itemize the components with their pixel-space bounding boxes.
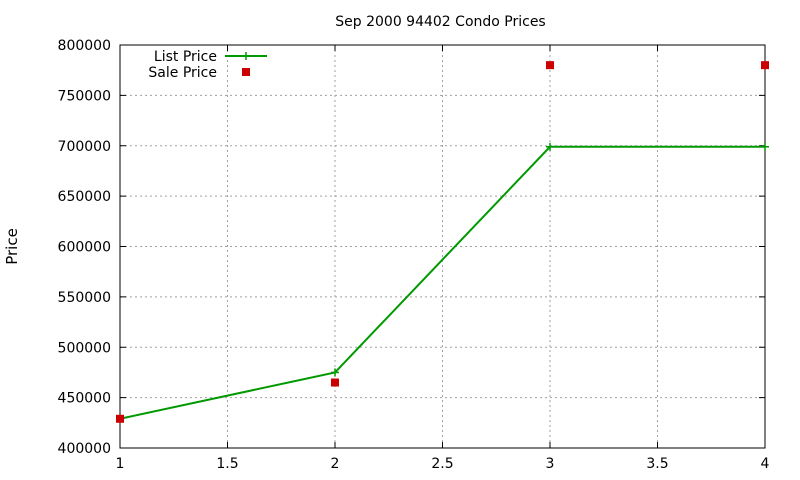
y-tick-label: 750000	[58, 88, 111, 104]
list-price-point	[761, 142, 769, 151]
y-tick-label: 650000	[58, 189, 111, 205]
list-price-point	[242, 52, 250, 60]
list-price-point	[546, 142, 554, 151]
grid	[120, 45, 765, 448]
list-price-point	[331, 368, 339, 377]
sale-price-point	[331, 378, 339, 387]
sale-price-point	[546, 61, 554, 70]
x-tick-label: 1.5	[216, 456, 238, 472]
y-tick-label: 500000	[58, 340, 111, 356]
axes: 400000 450000 500000 550000 600000 650000 7000…	[58, 38, 770, 472]
list-price-line	[119, 145, 765, 420]
y-tick-label: 600000	[58, 240, 111, 256]
x-tick-label: 2.5	[431, 456, 453, 472]
y-axis-label: Price	[3, 228, 21, 265]
y-tick-label: 800000	[58, 38, 111, 54]
x-tick-label: 3.5	[646, 456, 668, 472]
sale-price-point	[116, 414, 124, 423]
sale-price-point	[761, 61, 769, 70]
legend-swatch-square	[242, 68, 250, 76]
y-tick-label: 700000	[58, 139, 111, 155]
x-tick-label: 3	[546, 456, 555, 472]
legend-label-list-price: List Price	[154, 49, 217, 65]
x-tick-label: 1	[116, 456, 125, 472]
chart-title: Sep 2000 94402 Condo Prices	[335, 14, 545, 30]
series-layer	[116, 61, 769, 423]
y-tick-label: 400000	[58, 441, 111, 457]
x-tick-label: 2	[331, 456, 340, 472]
sale-price-series	[116, 61, 769, 423]
y-tick-label: 550000	[58, 290, 111, 306]
y-tick-label: 450000	[58, 391, 111, 407]
x-tick-label: 4	[761, 456, 770, 472]
legend-label-sale-price: Sale Price	[148, 65, 217, 81]
